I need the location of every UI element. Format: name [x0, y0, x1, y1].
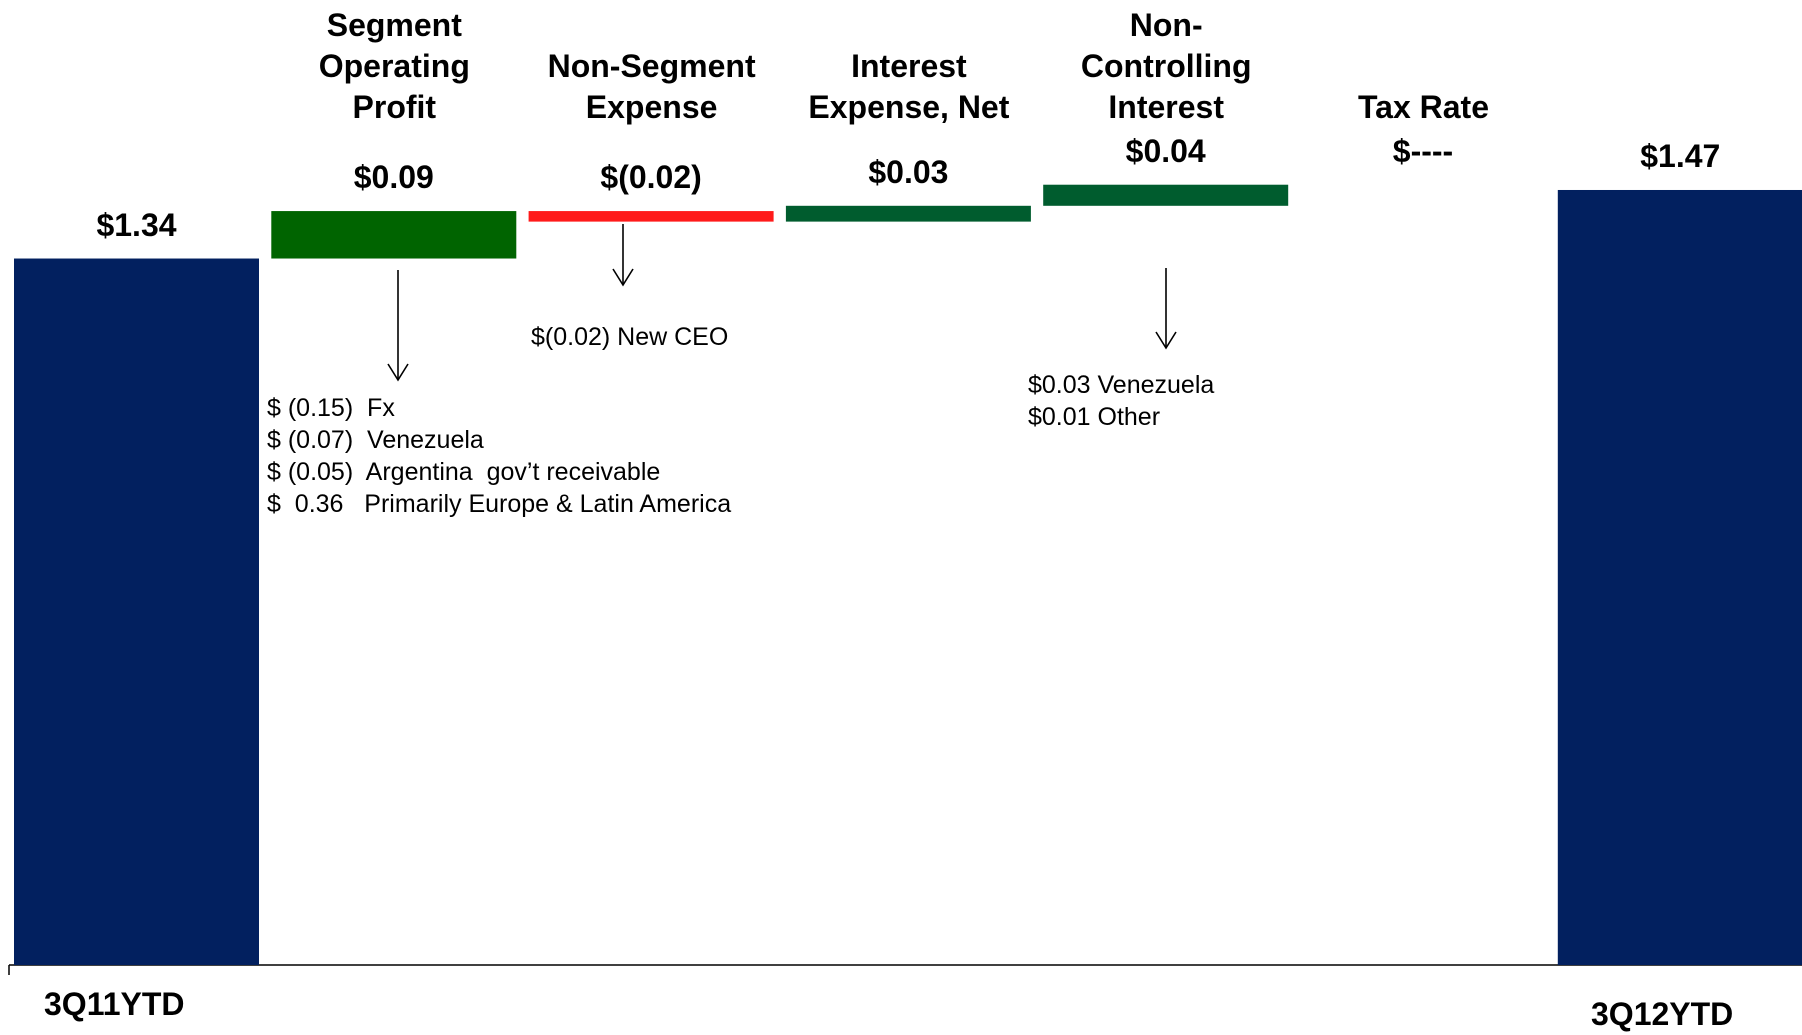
annotation: $ (0.05) Argentina gov’t receivable	[267, 458, 661, 486]
annotation: $ (0.07) Venezuela	[267, 426, 484, 454]
value-label: $0.03	[868, 153, 949, 190]
arrow-head	[387, 363, 409, 382]
annotation: $ 0.36 Primarily Europe & Latin America	[267, 490, 732, 518]
category-label: 3Q11YTD	[44, 986, 185, 1022]
annotation: $ (0.15) Fx	[267, 394, 395, 422]
bar	[1557, 189, 1802, 965]
value-label: $1.34	[96, 206, 177, 243]
arrow-head	[612, 268, 634, 287]
category-label: Non-Controlling Interest	[1080, 7, 1252, 125]
value-label: $1.47	[1640, 137, 1721, 174]
bar	[528, 211, 774, 222]
annotation: $(0.02) New CEO	[531, 323, 729, 351]
arrows	[387, 224, 1177, 382]
value-label: $0.04	[1125, 132, 1206, 169]
annotation: $0.01 Other	[1028, 403, 1161, 431]
value-label: $0.09	[353, 159, 434, 196]
category-label: 3Q12YTD	[1591, 996, 1734, 1032]
arrow-head	[1155, 331, 1177, 350]
category-label: Segment Operating Profit	[318, 7, 470, 125]
category-label: Tax Rate	[1357, 89, 1489, 125]
annotation: $0.03 Venezuela	[1028, 371, 1215, 399]
category-label: Interest Expense, Net	[808, 48, 1010, 125]
category-label: Non-Segment Expense	[547, 48, 756, 125]
value-label: $(0.02)	[600, 159, 702, 196]
bar	[1043, 184, 1289, 206]
bar	[14, 258, 259, 965]
bar	[271, 211, 517, 259]
bar	[785, 205, 1031, 222]
value-label: $----	[1392, 132, 1454, 169]
